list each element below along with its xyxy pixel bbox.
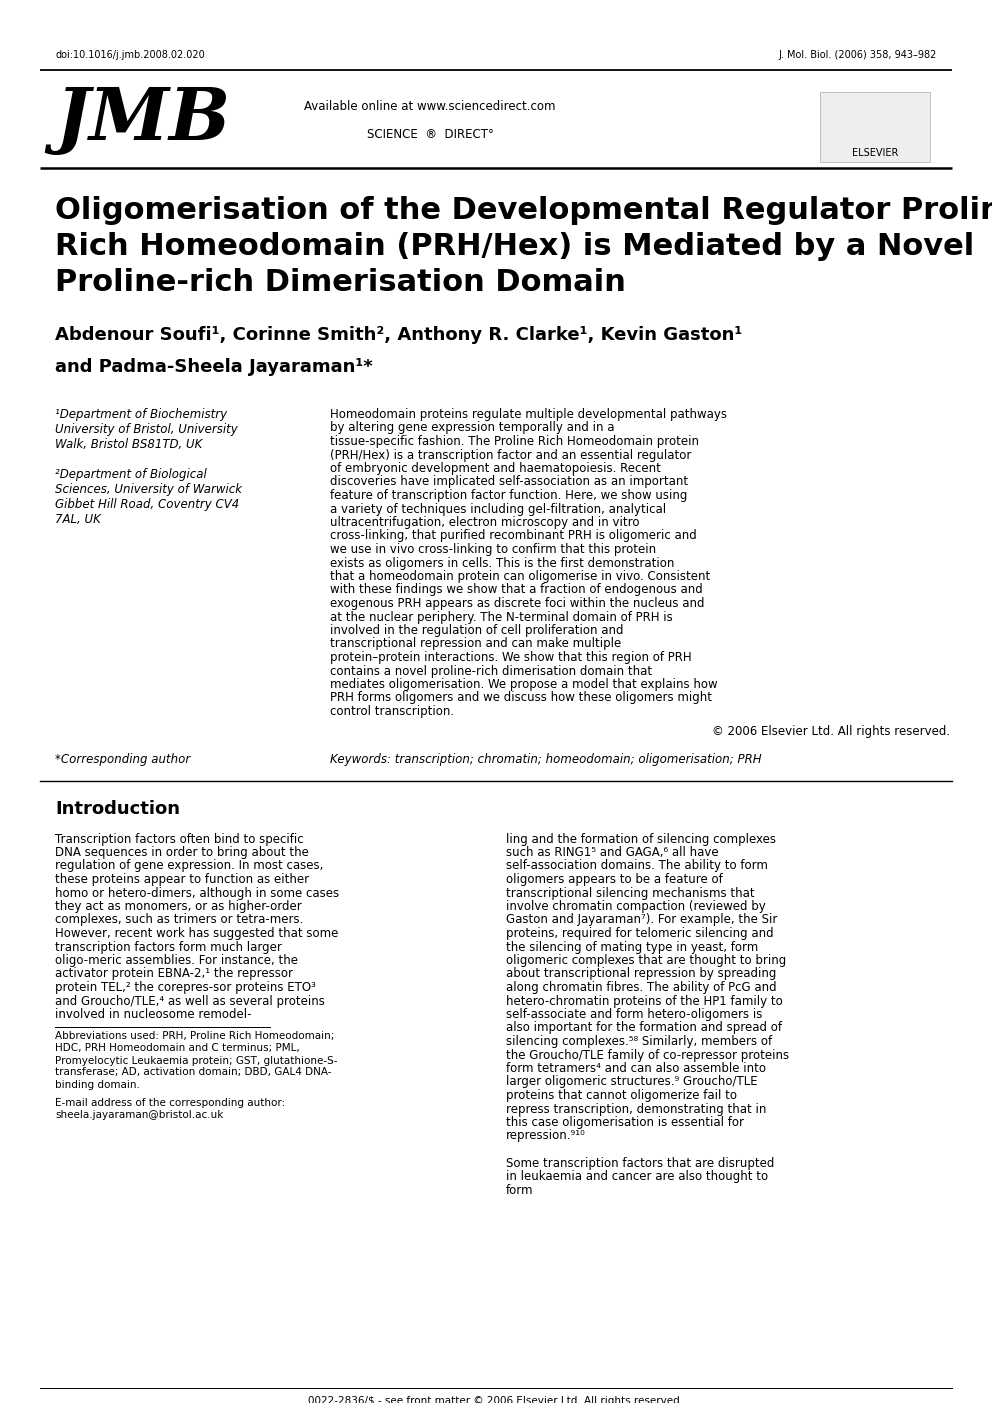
Text: form tetramers⁴ and can also assemble into: form tetramers⁴ and can also assemble in… [506, 1062, 766, 1075]
Text: silencing complexes.⁵⁸ Similarly, members of: silencing complexes.⁵⁸ Similarly, member… [506, 1035, 772, 1048]
Text: Transcription factors often bind to specific: Transcription factors often bind to spec… [55, 832, 304, 846]
Text: in leukaemia and cancer are also thought to: in leukaemia and cancer are also thought… [506, 1170, 768, 1183]
Text: regulation of gene expression. In most cases,: regulation of gene expression. In most c… [55, 860, 323, 873]
Text: activator protein EBNA-2,¹ the repressor: activator protein EBNA-2,¹ the repressor [55, 968, 293, 981]
Text: by altering gene expression temporally and in a: by altering gene expression temporally a… [330, 421, 614, 435]
Text: and Padma-Sheela Jayaraman¹*: and Padma-Sheela Jayaraman¹* [55, 358, 373, 376]
Text: Abdenour Soufi¹, Corinne Smith², Anthony R. Clarke¹, Kevin Gaston¹: Abdenour Soufi¹, Corinne Smith², Anthony… [55, 325, 742, 344]
Text: PRH forms oligomers and we discuss how these oligomers might: PRH forms oligomers and we discuss how t… [330, 692, 712, 704]
Text: oligo-meric assemblies. For instance, the: oligo-meric assemblies. For instance, th… [55, 954, 298, 967]
Text: Some transcription factors that are disrupted: Some transcription factors that are disr… [506, 1156, 775, 1170]
Text: ultracentrifugation, electron microscopy and in vitro: ultracentrifugation, electron microscopy… [330, 516, 640, 529]
Text: discoveries have implicated self-association as an important: discoveries have implicated self-associa… [330, 476, 688, 488]
Text: Gaston and Jayaraman⁷). For example, the Sir: Gaston and Jayaraman⁷). For example, the… [506, 913, 778, 926]
Text: they act as monomers, or as higher-order: they act as monomers, or as higher-order [55, 899, 302, 913]
Text: Proline-rich Dimerisation Domain: Proline-rich Dimerisation Domain [55, 268, 626, 297]
Text: also important for the formation and spread of: also important for the formation and spr… [506, 1021, 782, 1034]
Text: (PRH/Hex) is a transcription factor and an essential regulator: (PRH/Hex) is a transcription factor and … [330, 449, 691, 462]
Text: Homeodomain proteins regulate multiple developmental pathways: Homeodomain proteins regulate multiple d… [330, 408, 727, 421]
Text: Keywords: transcription; chromatin; homeodomain; oligomerisation; PRH: Keywords: transcription; chromatin; home… [330, 752, 762, 766]
Text: Introduction: Introduction [55, 801, 180, 818]
Text: transcriptional repression and can make multiple: transcriptional repression and can make … [330, 637, 621, 651]
Text: self-associate and form hetero-oligomers is: self-associate and form hetero-oligomers… [506, 1007, 763, 1021]
Text: J. Mol. Biol. (2006) 358, 943–982: J. Mol. Biol. (2006) 358, 943–982 [779, 51, 937, 60]
Text: along chromatin fibres. The ability of PcG and: along chromatin fibres. The ability of P… [506, 981, 777, 993]
Text: oligomeric complexes that are thought to bring: oligomeric complexes that are thought to… [506, 954, 787, 967]
Text: exists as oligomers in cells. This is the first demonstration: exists as oligomers in cells. This is th… [330, 557, 675, 570]
Text: protein–protein interactions. We show that this region of PRH: protein–protein interactions. We show th… [330, 651, 691, 664]
Text: of embryonic development and haematopoiesis. Recent: of embryonic development and haematopoie… [330, 462, 661, 476]
Text: ling and the formation of silencing complexes: ling and the formation of silencing comp… [506, 832, 776, 846]
Text: doi:10.1016/j.jmb.2008.02.020: doi:10.1016/j.jmb.2008.02.020 [55, 51, 204, 60]
Text: the silencing of mating type in yeast, form: the silencing of mating type in yeast, f… [506, 940, 758, 954]
Text: Promyelocytic Leukaemia protein; GST, glutathione-S-: Promyelocytic Leukaemia protein; GST, gl… [55, 1055, 337, 1065]
Text: 7AL, UK: 7AL, UK [55, 513, 101, 526]
Text: proteins, required for telomeric silencing and: proteins, required for telomeric silenci… [506, 927, 774, 940]
Text: these proteins appear to function as either: these proteins appear to function as eit… [55, 873, 310, 887]
Text: sheela.jayaraman@bristol.ac.uk: sheela.jayaraman@bristol.ac.uk [55, 1110, 223, 1120]
Text: HDC, PRH Homeodomain and C terminus; PML,: HDC, PRH Homeodomain and C terminus; PML… [55, 1044, 300, 1054]
Text: 0022-2836/$ - see front matter © 2006 Elsevier Ltd. All rights reserved.: 0022-2836/$ - see front matter © 2006 El… [309, 1396, 683, 1403]
Text: a variety of techniques including gel-filtration, analytical: a variety of techniques including gel-fi… [330, 502, 666, 515]
Text: hetero-chromatin proteins of the HP1 family to: hetero-chromatin proteins of the HP1 fam… [506, 995, 783, 1007]
Text: ELSEVIER: ELSEVIER [852, 147, 898, 159]
Text: University of Bristol, University: University of Bristol, University [55, 422, 238, 436]
Text: DNA sequences in order to bring about the: DNA sequences in order to bring about th… [55, 846, 309, 859]
Text: proteins that cannot oligomerize fail to: proteins that cannot oligomerize fail to [506, 1089, 737, 1101]
Text: at the nuclear periphery. The N-terminal domain of PRH is: at the nuclear periphery. The N-terminal… [330, 610, 673, 623]
Text: ¹Department of Biochemistry: ¹Department of Biochemistry [55, 408, 227, 421]
Text: control transcription.: control transcription. [330, 704, 454, 718]
Text: tissue-specific fashion. The Proline Rich Homeodomain protein: tissue-specific fashion. The Proline Ric… [330, 435, 699, 448]
Text: © 2006 Elsevier Ltd. All rights reserved.: © 2006 Elsevier Ltd. All rights reserved… [712, 724, 950, 738]
Text: the Groucho/TLE family of co-repressor proteins: the Groucho/TLE family of co-repressor p… [506, 1048, 789, 1062]
Text: with these findings we show that a fraction of endogenous and: with these findings we show that a fract… [330, 584, 702, 596]
Text: complexes, such as trimers or tetra-mers.: complexes, such as trimers or tetra-mers… [55, 913, 304, 926]
Text: Abbreviations used: PRH, Proline Rich Homeodomain;: Abbreviations used: PRH, Proline Rich Ho… [55, 1031, 334, 1041]
Text: this case oligomerisation is essential for: this case oligomerisation is essential f… [506, 1115, 744, 1129]
Text: such as RING1⁵ and GAGA,⁶ all have: such as RING1⁵ and GAGA,⁶ all have [506, 846, 718, 859]
Text: feature of transcription factor function. Here, we show using: feature of transcription factor function… [330, 490, 687, 502]
Text: homo or hetero-dimers, although in some cases: homo or hetero-dimers, although in some … [55, 887, 339, 899]
Text: mediates oligomerisation. We propose a model that explains how: mediates oligomerisation. We propose a m… [330, 678, 717, 692]
Text: involve chromatin compaction (reviewed by: involve chromatin compaction (reviewed b… [506, 899, 766, 913]
Text: ²Department of Biological: ²Department of Biological [55, 469, 206, 481]
Text: Oligomerisation of the Developmental Regulator Proline: Oligomerisation of the Developmental Reg… [55, 196, 992, 224]
Text: we use in vivo cross-linking to confirm that this protein: we use in vivo cross-linking to confirm … [330, 543, 656, 556]
Text: Walk, Bristol BS81TD, UK: Walk, Bristol BS81TD, UK [55, 438, 202, 450]
Text: transferase; AD, activation domain; DBD, GAL4 DNA-: transferase; AD, activation domain; DBD,… [55, 1068, 331, 1078]
Text: Gibbet Hill Road, Coventry CV4: Gibbet Hill Road, Coventry CV4 [55, 498, 239, 511]
Text: Rich Homeodomain (PRH/Hex) is Mediated by a Novel: Rich Homeodomain (PRH/Hex) is Mediated b… [55, 231, 974, 261]
Text: and Groucho/TLE,⁴ as well as several proteins: and Groucho/TLE,⁴ as well as several pro… [55, 995, 324, 1007]
Text: repression.⁹¹⁰: repression.⁹¹⁰ [506, 1129, 585, 1142]
Text: Sciences, University of Warwick: Sciences, University of Warwick [55, 483, 242, 497]
Text: form: form [506, 1184, 534, 1197]
Text: self-association domains. The ability to form: self-association domains. The ability to… [506, 860, 768, 873]
Text: Available online at www.sciencedirect.com: Available online at www.sciencedirect.co… [305, 100, 556, 114]
Text: repress transcription, demonstrating that in: repress transcription, demonstrating tha… [506, 1103, 767, 1115]
Text: However, recent work has suggested that some: However, recent work has suggested that … [55, 927, 338, 940]
Text: oligomers appears to be a feature of: oligomers appears to be a feature of [506, 873, 723, 887]
Text: cross-linking, that purified recombinant PRH is oligomeric and: cross-linking, that purified recombinant… [330, 529, 696, 543]
Text: transcriptional silencing mechanisms that: transcriptional silencing mechanisms tha… [506, 887, 755, 899]
Text: protein TEL,² the corepres-sor proteins ETO³: protein TEL,² the corepres-sor proteins … [55, 981, 315, 993]
Text: exogenous PRH appears as discrete foci within the nucleus and: exogenous PRH appears as discrete foci w… [330, 598, 704, 610]
Text: involved in nucleosome remodel-: involved in nucleosome remodel- [55, 1007, 252, 1021]
Text: JMB: JMB [55, 84, 230, 154]
Text: transcription factors form much larger: transcription factors form much larger [55, 940, 282, 954]
Text: that a homeodomain protein can oligomerise in vivo. Consistent: that a homeodomain protein can oligomeri… [330, 570, 710, 584]
Text: binding domain.: binding domain. [55, 1079, 140, 1090]
Text: E-mail address of the corresponding author:: E-mail address of the corresponding auth… [55, 1097, 286, 1107]
Text: involved in the regulation of cell proliferation and: involved in the regulation of cell proli… [330, 624, 624, 637]
Text: contains a novel proline-rich dimerisation domain that: contains a novel proline-rich dimerisati… [330, 665, 652, 678]
Text: *Corresponding author: *Corresponding author [55, 752, 190, 766]
Bar [820, 93, 930, 161]
Text: about transcriptional repression by spreading: about transcriptional repression by spre… [506, 968, 777, 981]
Text: larger oligomeric structures.⁹ Groucho/TLE: larger oligomeric structures.⁹ Groucho/T… [506, 1076, 758, 1089]
Text: SCIENCE  ®  DIRECT°: SCIENCE ® DIRECT° [367, 128, 493, 140]
